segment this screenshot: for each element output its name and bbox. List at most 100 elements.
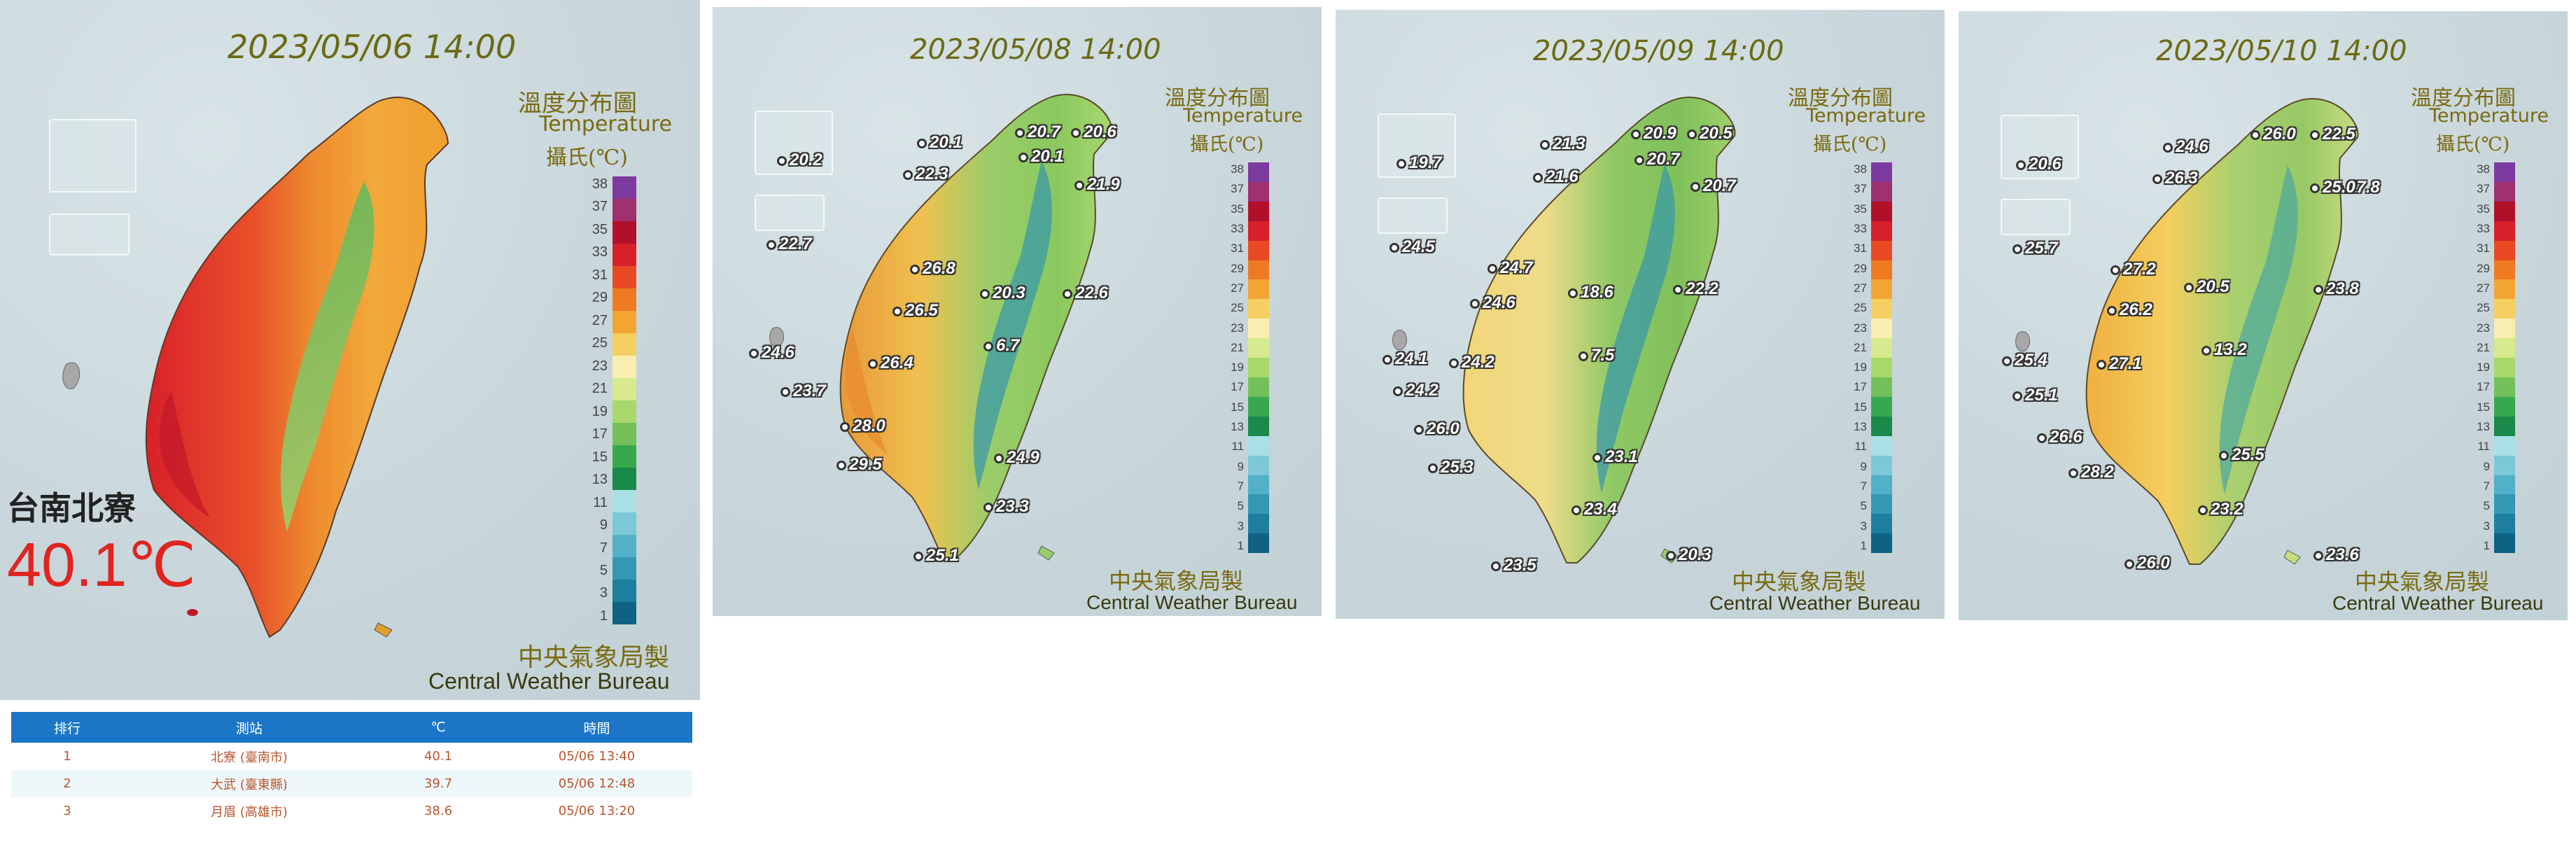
scale-swatch [612, 244, 636, 266]
scale-tick-label: 1 [1237, 538, 1244, 552]
scale-tick-label: 15 [1854, 400, 1867, 414]
station-temperature-label: 23.1 [1605, 447, 1638, 466]
scale-tick-label: 31 [2477, 241, 2490, 255]
scale-tick-label: 9 [1860, 459, 1867, 473]
station-temperature-label: 26.0 [2263, 125, 2296, 144]
station-temperature-label: 20.3 [993, 284, 1026, 302]
station-temperature-label: 20.1 [930, 133, 962, 152]
station-marker [868, 359, 878, 369]
map-panel-0506: 2023/05/06 14:00 溫度分布圖 Temperature 攝氏(℃)… [0, 0, 700, 700]
legend-unit: 攝氏(℃) [546, 146, 628, 170]
station-cell: 北寮 (臺南市) [123, 743, 375, 770]
inset-kinmen [2001, 199, 2071, 235]
scale-tick-label: 35 [2477, 202, 2490, 216]
station-temperature-label: 26.2 [2120, 300, 2152, 319]
panel-title: 2023/05/10 14:00 [2156, 35, 2407, 67]
scale-swatch [612, 535, 636, 557]
scale-swatch [612, 512, 636, 535]
station-temperature-label: 13.2 [2214, 340, 2247, 359]
scale-tick-label: 31 [1854, 241, 1867, 255]
top-temperature-ranking-table: 排行 測站 ℃ 時間 1 北寮 (臺南市) 40.1 05/06 13:40 2… [11, 712, 692, 825]
scale-swatch [2494, 475, 2515, 495]
station-marker [2202, 346, 2211, 356]
scale-swatch [2494, 318, 2515, 339]
station-temperature-label: 28.0 [853, 416, 886, 435]
scale-swatch [1248, 533, 1269, 554]
scale-tick-label: 1 [599, 608, 608, 624]
scale-swatch [612, 266, 636, 288]
scale-tick-label: 9 [2483, 459, 2490, 473]
scale-swatch [1871, 358, 1892, 377]
temperature-color-scale [1248, 162, 1269, 554]
scale-swatch [2494, 416, 2515, 436]
station-temperature-label: 18.6 [1581, 283, 1614, 302]
scale-tick-label: 9 [599, 517, 608, 533]
station-temperature-label: 7.5 [1591, 346, 1615, 365]
scale-tick-label: 27 [2477, 281, 2490, 295]
scale-swatch [2494, 338, 2515, 358]
station-temperature-label: 27.1 [2109, 354, 2142, 373]
scale-swatch [2494, 279, 2515, 300]
credit-en: Central Weather Bureau [428, 668, 670, 694]
station-marker [983, 342, 993, 351]
station-temperature-label: 26.4 [881, 354, 913, 372]
station-temperature-label: 22.3 [916, 164, 948, 183]
scale-swatch [1871, 377, 1892, 397]
station-temperature-label: 21.3 [1553, 134, 1586, 153]
legend-title-zh: 溫度分布圖 [518, 90, 637, 118]
scale-swatch [612, 288, 636, 311]
station-marker [2310, 130, 2320, 140]
inset-kinmen [49, 214, 130, 255]
rank-cell: 1 [11, 743, 123, 770]
legend-unit: 攝氏(℃) [1190, 134, 1264, 155]
temperature-cell: 38.6 [375, 797, 501, 825]
scale-swatch [1871, 533, 1892, 554]
station-marker [1673, 285, 1683, 295]
station-marker [2002, 356, 2012, 366]
central-mountains [280, 182, 374, 532]
station-cell: 月眉 (高雄市) [123, 797, 375, 825]
scale-tick-label: 25 [592, 335, 608, 351]
legend-title-en: Temperature [1806, 105, 1926, 127]
station-marker [2334, 183, 2344, 193]
scale-tick-label: 19 [2477, 360, 2490, 374]
scale-swatch [2494, 220, 2515, 241]
scale-tick-label: 27 [592, 312, 608, 328]
station-temperature-label: 24.6 [762, 343, 794, 362]
station-marker [2068, 468, 2078, 478]
scale-tick-label: 5 [1860, 499, 1867, 513]
scale-tick-label: 29 [2477, 261, 2490, 275]
station-temperature-label: 20.5 [1700, 124, 1732, 143]
scale-tick-label: 38 [2477, 162, 2490, 176]
scale-swatch [1248, 299, 1269, 319]
column-header-temperature: ℃ [375, 712, 501, 743]
scale-swatch [1871, 181, 1892, 202]
station-temperature-label: 25.7 [2025, 239, 2058, 258]
scale-swatch [2494, 299, 2515, 319]
legend-title-zh: 溫度分布圖 [1165, 86, 1270, 111]
station-marker [994, 454, 1004, 463]
scale-swatch [1871, 396, 1892, 416]
scale-tick-label: 1 [1860, 538, 1867, 552]
taiwan-map-0509 [1392, 97, 1736, 564]
time-cell: 05/06 12:48 [501, 770, 692, 797]
scale-tick-label: 37 [1231, 182, 1244, 196]
scale-tick-label: 29 [1231, 261, 1244, 275]
station-temperature-label: 20.3 [1679, 545, 1712, 564]
station-temperature-label: 24.6 [1483, 293, 1516, 312]
station-marker [1488, 264, 1497, 274]
station-temperature-label: 27.2 [2123, 260, 2156, 279]
scale-tick-label: 23 [1231, 321, 1244, 335]
station-marker [766, 240, 776, 250]
station-temperature-label: 23.8 [2326, 279, 2359, 298]
scale-swatch [612, 333, 636, 356]
scale-tick-label: 5 [599, 562, 608, 578]
station-marker [1390, 243, 1399, 253]
scale-swatch [2494, 455, 2515, 475]
scale-swatch [612, 199, 636, 221]
credit-zh: 中央氣象局製 [1732, 568, 1867, 595]
station-temperature-label: 27.8 [2347, 178, 2380, 197]
scale-swatch [612, 557, 636, 580]
scale-tick-label: 38 [1231, 162, 1244, 176]
scale-tick-label: 21 [1231, 340, 1244, 354]
